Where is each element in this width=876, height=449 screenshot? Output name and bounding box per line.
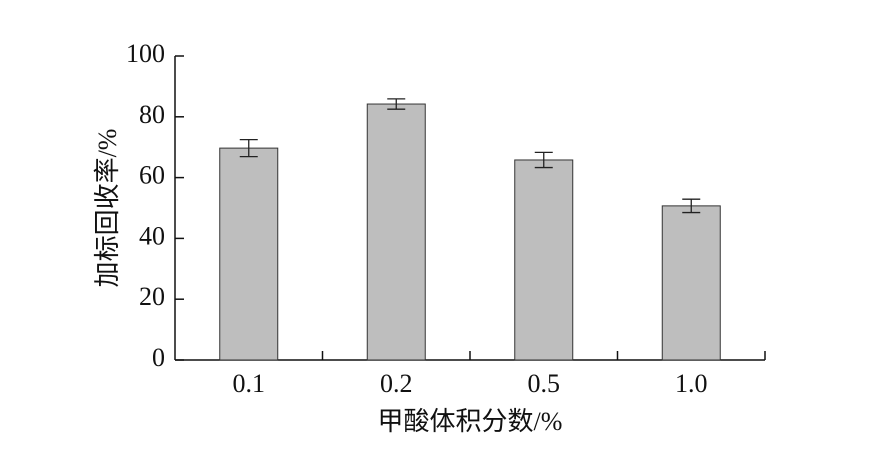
x-tick-label: 0.5 [528,369,561,398]
bar [514,159,574,361]
x-tick-label: 0.2 [380,369,413,398]
y-tick-label: 100 [126,39,165,68]
x-tick-label: 1.0 [675,369,708,398]
bar [661,205,721,361]
error-bar [534,151,553,169]
error-bar [239,138,258,158]
error-bar [682,198,701,214]
y-tick-label: 80 [139,100,165,129]
bar [219,147,279,361]
error-bar [387,98,406,110]
y-tick-label: 60 [139,161,165,190]
y-tick-label: 0 [152,343,165,372]
bar [366,103,426,361]
x-tick-label: 0.1 [233,369,266,398]
y-axis-label: 加标回收率/% [93,129,122,288]
y-tick-label: 20 [139,282,165,311]
x-axis-label: 甲酸体积分数/% [378,407,563,436]
y-tick-label: 40 [139,221,165,250]
